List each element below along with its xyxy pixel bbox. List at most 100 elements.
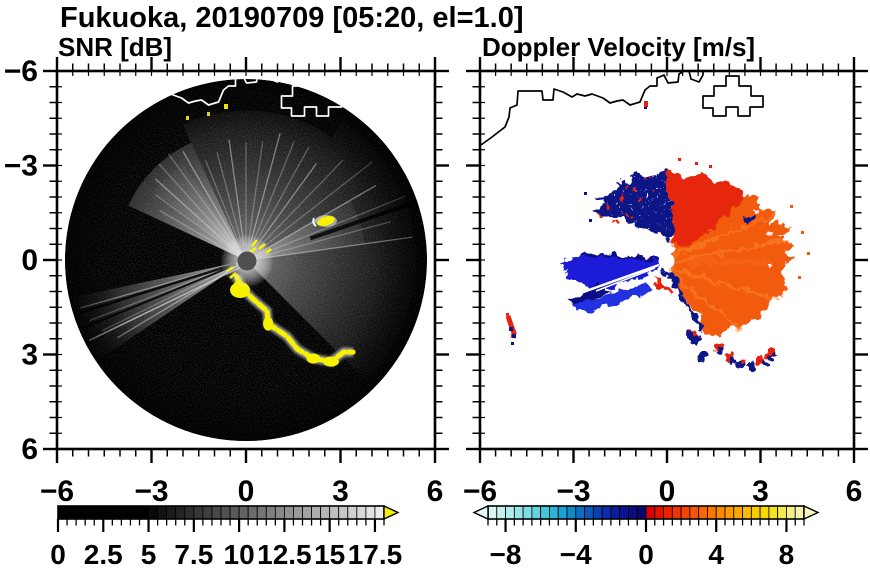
colorbar-cell: [759, 505, 770, 520]
doppler-map-area: [480, 71, 810, 372]
doppler-panel-title: Doppler Velocity [m/s]: [482, 32, 755, 62]
colorbar-tick-label: 5: [141, 539, 157, 570]
colorbar-cell: [102, 505, 113, 520]
snr-clutter-blob: [306, 353, 321, 364]
colorbar-cell: [584, 505, 594, 520]
colorbar-tick-label: 2.5: [84, 539, 123, 570]
colorbar-cell: [283, 505, 294, 520]
colorbar-cell: [256, 505, 267, 520]
doppler-isolated-red-bits: [506, 101, 712, 316]
colorbar-cell: [220, 505, 231, 520]
snr-panel: −6 −3 0 3 6 6 3 0 −3 −6: [4, 55, 449, 508]
colorbar-cell: [229, 505, 240, 520]
snr-clutter-blob: [323, 356, 339, 367]
colorbar-cell: [680, 505, 691, 520]
x-tick-label: 0: [238, 475, 255, 508]
doppler-isolated-orange-bits: [790, 205, 810, 279]
colorbar-cell: [566, 505, 577, 520]
figure-title: Fukuoka, 20190709 [05:20, el=1.0]: [60, 2, 523, 34]
doppler-red-zone: [664, 168, 746, 248]
snr-center-cap: [237, 251, 257, 271]
snr-rim-coast-dash: [65, 325, 80, 339]
colorbar-cell: [302, 505, 312, 520]
doppler-white-ray-1: [574, 263, 660, 297]
colorbar-cell: [496, 505, 506, 520]
colorbar-cell: [654, 505, 664, 520]
colorbar-cell: [157, 505, 168, 520]
colorbar-cell: [148, 505, 159, 520]
colorbar-cell: [750, 505, 761, 520]
colorbar-tick-label: 12.5: [257, 539, 312, 570]
snr-radar-disc: [65, 79, 427, 441]
colorbar-cell: [540, 505, 550, 520]
colorbar-cell: [93, 505, 104, 520]
doppler-hole-red-stripe: [653, 277, 674, 294]
colorbar-cell: [742, 505, 752, 520]
doppler-west-beam-lower: [570, 284, 652, 312]
colorbar-cell: [184, 505, 195, 520]
colorbar-cell: [522, 505, 533, 520]
colorbar-tick-label: 15: [314, 539, 345, 570]
colorbar-tick-label: 7.5: [174, 539, 213, 570]
colorbar-cell: [689, 505, 700, 520]
snr-echo-ene: [317, 216, 335, 226]
colorbar-cell: [329, 505, 340, 520]
colorbar-cell: [575, 505, 585, 520]
y-tick-label: 0: [21, 244, 38, 277]
colorbar-cell: [531, 505, 542, 520]
colorbar-cell: [120, 505, 131, 520]
doppler-orange-streaks: [667, 213, 791, 332]
doppler-navy-dash: [743, 213, 758, 223]
colorbar-cell: [636, 505, 647, 520]
doppler-fan-navy-edge: [668, 271, 705, 332]
x-tick-label: 6: [427, 475, 444, 508]
snr-rim-echo: [66, 311, 75, 325]
colorbar-cell: [320, 505, 331, 520]
colorbar-cell: [777, 505, 787, 520]
doppler-axis-ticks: [466, 57, 868, 463]
doppler-west-beam-top-edge: [579, 253, 662, 261]
colorbar-cell: [75, 505, 86, 520]
snr-speck: [186, 116, 189, 120]
colorbar-cell: [311, 505, 322, 520]
colorbar-cell: [139, 505, 149, 520]
colorbar-tick-label: 4: [708, 539, 724, 570]
colorbar-cell: [166, 505, 177, 520]
colorbar-cell: [338, 505, 349, 520]
colorbar-cell: [293, 505, 303, 520]
colorbar-over-arrow: [383, 504, 400, 521]
doppler-colorbar: −8 −4 0 4 8: [472, 504, 820, 570]
colorbar-cell: [238, 505, 249, 520]
snr-rim-echo-halo: [66, 310, 74, 326]
snr-speck: [224, 104, 228, 109]
y-tick-label: −6: [4, 55, 38, 88]
colorbar-cell: [601, 505, 612, 520]
colorbar-cell: [356, 505, 367, 520]
doppler-nnw-negative-fan: [594, 168, 676, 242]
doppler-velocity-field: [561, 168, 795, 372]
colorbar-cell: [202, 505, 213, 520]
colorbar-cell: [557, 505, 568, 520]
colorbar-tick-label: −8: [490, 539, 522, 570]
snr-speck: [207, 112, 210, 116]
snr-clutter-blob: [263, 316, 274, 331]
colorbar-cell: [274, 505, 285, 520]
colorbar-cell: [794, 505, 805, 520]
colorbar-tick-label: 8: [779, 539, 795, 570]
colorbar-cell: [487, 505, 498, 520]
colorbar-under-arrow: [472, 504, 489, 521]
colorbar-cell: [211, 505, 222, 520]
doppler-red-speckles: [600, 178, 655, 225]
colorbar-cell: [671, 505, 682, 520]
snr-y-tick-labels: 6 3 0 −3 −6: [4, 55, 38, 466]
x-tick-label: 3: [332, 475, 349, 508]
snr-panel-title: SNR [dB]: [58, 32, 172, 62]
colorbar-cell: [247, 505, 258, 520]
y-tick-label: −3: [4, 150, 38, 183]
colorbar-cell: [111, 505, 122, 520]
doppler-fan-gaps: [755, 209, 773, 269]
x-tick-label: 0: [659, 475, 676, 508]
colorbar-tick-label: 10: [224, 539, 255, 570]
doppler-x-tick-labels: −6 −3 0 3 6: [463, 475, 862, 508]
